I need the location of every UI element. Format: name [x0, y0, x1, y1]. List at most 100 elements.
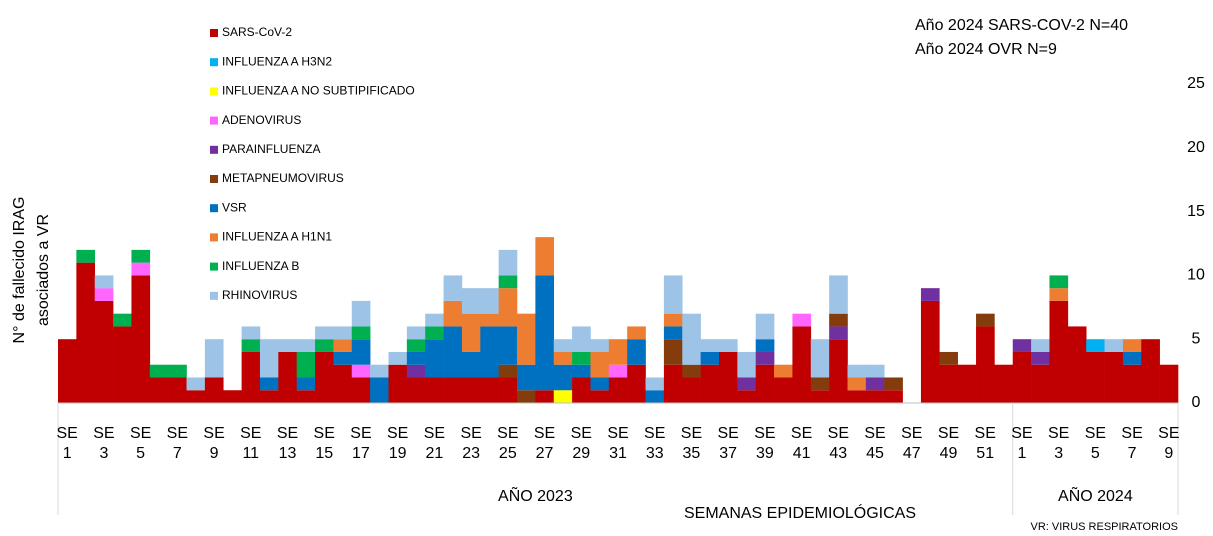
- bar-segment: [223, 390, 242, 403]
- x-tick-label: SE 1: [1011, 425, 1033, 462]
- bar-segment: [480, 377, 499, 403]
- bar-segment: [1012, 351, 1032, 403]
- x-tick-label: SE 7: [1121, 425, 1143, 462]
- bar-segment: [351, 300, 371, 327]
- x-tick-label: SE 39: [754, 425, 776, 462]
- x-tick-label: SE 25: [497, 425, 519, 462]
- bar-segment: [76, 249, 96, 263]
- bar-segment: [553, 390, 573, 403]
- y-tick-label: 5: [1192, 330, 1201, 347]
- x-tick-label: SE 15: [313, 425, 335, 462]
- bar-segment: [149, 364, 169, 378]
- x-tick-label: SE 1: [56, 425, 78, 462]
- x-tick-label: SE 19: [387, 425, 409, 462]
- bar-segment: [480, 326, 499, 378]
- bar-segment: [572, 364, 591, 378]
- bar-segment: [755, 339, 775, 352]
- bar-segment: [1141, 339, 1160, 403]
- bar-segment: [315, 351, 334, 403]
- bar-segment: [810, 390, 830, 403]
- bar-segment: [663, 339, 683, 365]
- bar-segment: [774, 377, 793, 403]
- x-tick-label: SE 43: [827, 425, 849, 462]
- bar-segment: [351, 364, 371, 378]
- bar-segment: [278, 339, 297, 352]
- bar-segment: [278, 351, 297, 403]
- bar-segment: [572, 351, 591, 365]
- bar-segment: [296, 339, 316, 352]
- bar-segment: [737, 377, 757, 391]
- x-tick-label: SE 7: [166, 425, 189, 462]
- bar-segment: [939, 364, 958, 403]
- bar-segment: [1122, 351, 1142, 365]
- bar-segment: [296, 377, 316, 391]
- annotation: Año 2024 SARS-COV-2 N=40: [915, 17, 1128, 34]
- bar-segment: [920, 300, 940, 403]
- bar-segment: [755, 313, 775, 340]
- bar-segment: [296, 351, 316, 378]
- bar-segment: [425, 313, 444, 327]
- bar-segment: [461, 288, 481, 314]
- bar-segment: [241, 326, 261, 340]
- x-tick-label: SE 9: [203, 425, 225, 462]
- bar-segment: [682, 377, 701, 403]
- legend-swatch: [210, 87, 218, 96]
- bar-segment: [406, 339, 426, 352]
- legend-swatch: [210, 116, 218, 125]
- bar-segment: [608, 364, 628, 378]
- legend-swatch: [210, 204, 218, 213]
- legend-swatch: [210, 262, 218, 271]
- bar-segment: [406, 364, 426, 378]
- x-tick-label: SE 47: [901, 425, 923, 462]
- bar-segment: [186, 377, 206, 391]
- x-tick-label: SE 31: [607, 425, 629, 462]
- bar-segment: [461, 351, 481, 378]
- bar-segment: [682, 313, 701, 365]
- bar-segment: [259, 339, 279, 378]
- y-axis-title: N° de fallecido IRAG asociados a VR: [11, 197, 52, 344]
- bar-segment: [517, 364, 536, 391]
- bar-segment: [755, 351, 775, 365]
- bar-segment: [388, 364, 408, 403]
- x-tick-label: SE 33: [644, 425, 666, 462]
- bar-segment: [241, 339, 261, 352]
- bar-segment: [1122, 364, 1142, 403]
- bar-segment: [315, 339, 334, 352]
- bar-segment: [865, 390, 885, 403]
- bar-segment: [718, 351, 738, 403]
- bar-segment: [241, 351, 261, 403]
- bar-segment: [792, 313, 812, 327]
- bar-segment: [351, 326, 371, 340]
- bar-segment: [755, 364, 775, 403]
- bar-segment: [737, 351, 757, 378]
- bar-segment: [608, 377, 628, 403]
- y-tick-label: 25: [1187, 75, 1205, 92]
- bar-segment: [1104, 351, 1124, 403]
- bar-segment: [517, 390, 536, 403]
- legend-swatch: [210, 291, 218, 300]
- legend-label: PARAINFLUENZA: [222, 142, 320, 156]
- bar-segment: [94, 288, 114, 301]
- bar-segment: [443, 377, 463, 403]
- bar-segment: [168, 377, 187, 403]
- bar-segment: [406, 351, 426, 365]
- bar-segment: [663, 326, 683, 340]
- bar-segment: [718, 339, 738, 352]
- x-axis-title: SEMANAS EPIDEMIOLÓGICAS: [684, 503, 916, 522]
- bar-segment: [186, 390, 206, 403]
- bar-segment: [847, 364, 867, 378]
- bar-segment: [1104, 339, 1124, 352]
- bar-segment: [1086, 351, 1105, 403]
- bar-segment: [829, 326, 848, 340]
- y-tick-label: 20: [1187, 139, 1205, 156]
- bar-segment: [351, 377, 371, 403]
- bar-segment: [498, 326, 518, 365]
- bar-segment: [590, 339, 610, 352]
- bar-segment: [994, 364, 1014, 403]
- bar-segment: [388, 351, 408, 365]
- bar-segment: [1031, 339, 1050, 352]
- x-tick-label: SE 45: [864, 425, 886, 462]
- bar-segment: [663, 313, 683, 327]
- bar-segment: [700, 364, 720, 403]
- bar-segment: [829, 275, 848, 314]
